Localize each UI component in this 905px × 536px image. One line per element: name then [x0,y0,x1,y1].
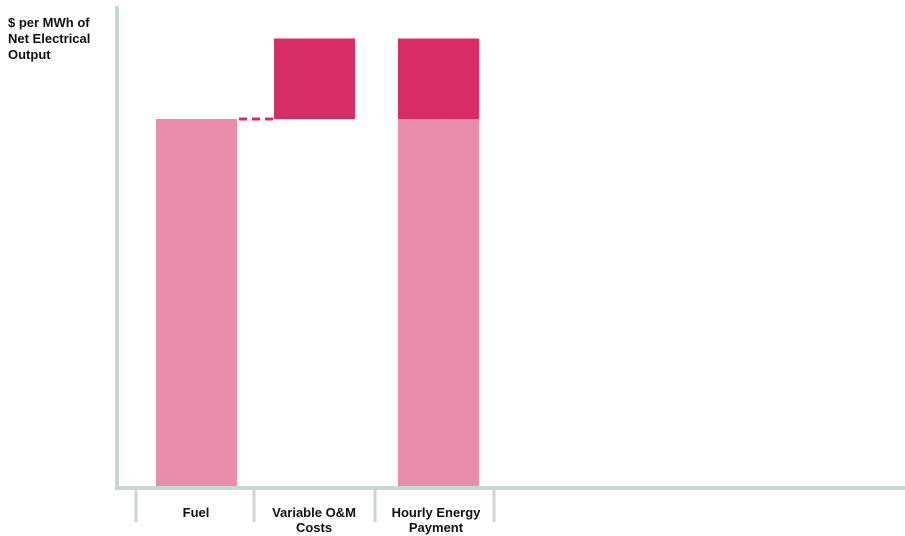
bar-segment-fuel [156,119,237,487]
category-label-variable-om: Variable O&M Costs [254,505,374,535]
category-label-line: Payment [408,520,464,535]
category-label-line: Costs [295,520,333,535]
bars-layer [156,38,479,487]
y-axis-label-line: Net Electrical [8,31,91,46]
category-label-line: Fuel [182,505,210,520]
y-axis-label-line: $ per MWh of [8,15,90,30]
bar-segment-fuel [398,119,479,487]
axes-layer [115,6,905,522]
y-axis-label: $ per MWh of Net Electrical Output [8,15,108,63]
category-label-fuel: Fuel [136,505,256,520]
bar-segment-variable-om [398,38,479,119]
y-axis-label-line: Output [8,47,51,62]
category-label-line: Hourly Energy [391,505,481,520]
category-label-line: Variable O&M [272,505,356,520]
category-label-hourly-energy-payment: Hourly Energy Payment [376,505,496,535]
bar-segment-variable-om [274,38,355,119]
